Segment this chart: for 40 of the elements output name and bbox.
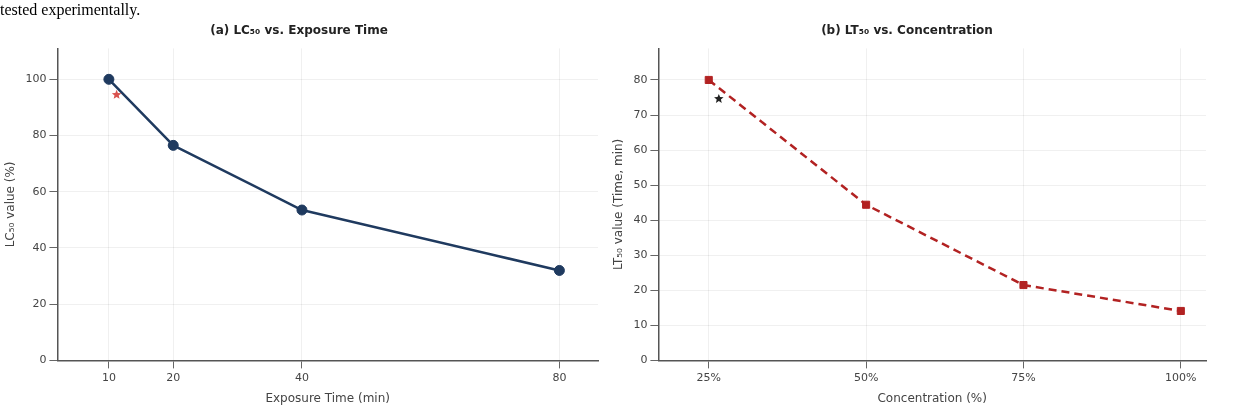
y-tick-label: 60 xyxy=(32,184,47,198)
point xyxy=(103,73,115,85)
x-axis-title: Exposure Time (min) xyxy=(265,390,390,405)
text: tested experimentally. xyxy=(0,0,142,20)
y-tick-label: 20 xyxy=(32,297,47,311)
y-tick-label: 100 xyxy=(25,72,47,86)
point xyxy=(1176,306,1185,316)
x-tick-label: 20 xyxy=(166,370,181,384)
y-axis-title: LC₅₀ value (%) xyxy=(3,161,18,248)
point xyxy=(296,204,308,216)
point xyxy=(167,139,179,151)
y-tick-label: 50 xyxy=(633,177,648,191)
y-tick-label: 60 xyxy=(633,142,648,156)
point xyxy=(714,93,724,103)
point xyxy=(862,200,871,209)
y-tick-label: 20 xyxy=(633,283,648,297)
x-tick-label: 80 xyxy=(552,370,567,384)
x-axis-title: Concentration (%) xyxy=(877,390,987,405)
y-tick-label: 30 xyxy=(633,248,648,262)
y-tick-label: 10 xyxy=(633,318,648,332)
x-tick-label: 75% xyxy=(1011,370,1036,384)
y-tick-label: 0 xyxy=(39,353,47,367)
point xyxy=(704,75,713,84)
y-tick-label: 40 xyxy=(32,240,47,254)
chart-title: (a) LC₅₀ vs. Exposure Time xyxy=(210,23,388,38)
y-tick-label: 0 xyxy=(640,353,648,367)
chart-title: (b) LT₅₀ vs. Concentration xyxy=(821,23,993,38)
point xyxy=(1019,280,1028,290)
x-tick-label: 100% xyxy=(1165,370,1197,384)
x-tick-label: 50% xyxy=(853,370,879,384)
x-tick-label: 10 xyxy=(101,370,116,384)
y-tick-label: 70 xyxy=(633,107,648,121)
x-tick-label: 40 xyxy=(294,370,309,384)
x-tick-label: 25% xyxy=(696,370,721,384)
y-tick-label: 40 xyxy=(633,213,648,227)
point xyxy=(111,89,122,99)
y-tick-label: 80 xyxy=(32,128,47,142)
point xyxy=(553,264,565,276)
y-axis-title: LT₅₀ value (Time, min) xyxy=(611,138,626,271)
y-tick-label: 80 xyxy=(633,72,648,86)
